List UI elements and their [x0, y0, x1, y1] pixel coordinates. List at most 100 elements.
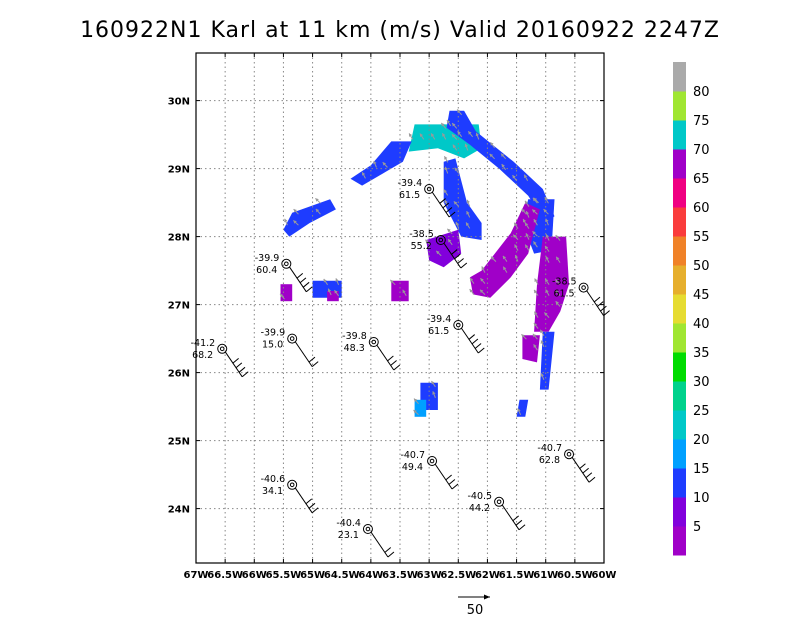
wind-barb [468, 334, 476, 340]
wind-vector-head [556, 256, 560, 261]
wind-field [280, 110, 569, 417]
station-plot: -41.268.2 [191, 338, 249, 378]
wind-speed-region [283, 199, 336, 237]
station-temperature: -40.4 [336, 518, 361, 529]
colorbar-label: 5 [693, 520, 701, 535]
wind-vector-head [501, 163, 505, 168]
station-circle [435, 235, 446, 245]
wind-barb [593, 296, 601, 303]
station-circle [494, 496, 505, 507]
station-circle [287, 333, 298, 344]
wind-speed-region [469, 202, 540, 298]
wind-speed-region [446, 110, 555, 223]
wind-vector-head [517, 408, 521, 412]
axis-ticks: 67W66.5W66W65.5W65W64.5W64W63.5W63W62.5W… [168, 53, 617, 581]
wind-barb [448, 211, 456, 218]
wind-vector-head [323, 278, 327, 283]
wind-vector-head [521, 334, 525, 338]
lon-tick-label: 63.5W [382, 570, 418, 581]
station-speed: 23.1 [338, 530, 359, 541]
colorbar-segment [673, 439, 686, 469]
wind-vector-head [464, 143, 469, 148]
station-center [581, 285, 586, 290]
wind-speed-region [280, 284, 293, 302]
station-speed: 49.4 [402, 462, 423, 473]
wind-barb [585, 472, 593, 479]
map-grid [196, 53, 604, 563]
wind-barb [235, 362, 243, 369]
wind-barb [442, 202, 450, 209]
wind-vector-head [545, 234, 549, 238]
lat-tick-label: 27N [168, 301, 190, 312]
wind-speed-region [327, 291, 339, 302]
station-plot: -39.461.5 [398, 178, 456, 218]
wind-vector-head [543, 209, 547, 213]
wind-barb [450, 249, 458, 255]
wind-barb [306, 286, 313, 293]
station-temperature: -39.4 [427, 314, 452, 325]
colorbar-segment [673, 236, 686, 266]
wind-barb [384, 547, 392, 553]
wind-vector-head [431, 133, 435, 137]
wind-barb [387, 355, 394, 362]
colorbar-segment [673, 120, 686, 150]
wind-vector-head [466, 199, 470, 204]
colorbar-label: 50 [693, 259, 710, 274]
wind-vector-head [524, 174, 528, 179]
station-temperature: -39.9 [255, 253, 280, 264]
wind-barb [393, 364, 401, 371]
wind-barb [474, 343, 482, 349]
station-circle [362, 524, 373, 534]
station-circle [217, 343, 228, 354]
lon-tick-label: 64W [358, 570, 383, 581]
wind-barb [299, 277, 307, 284]
station-plot: -40.544.2 [467, 491, 526, 531]
wind-vector-head [490, 142, 494, 146]
lon-tick-label: 60W [592, 570, 617, 581]
wind-vector-head [545, 245, 549, 250]
wind-vector-head [525, 222, 529, 227]
station-plot: -38.561.5 [552, 277, 610, 316]
station-temperature: -40.6 [261, 474, 286, 485]
wind-vector-head [451, 134, 456, 138]
wind-vector-head [525, 233, 529, 237]
lat-tick-label: 25N [168, 437, 190, 448]
lon-tick-label: 65.5W [266, 570, 302, 581]
wind-vector-head [409, 133, 413, 137]
wind-barb [448, 479, 456, 485]
wind-vector-head [503, 266, 507, 271]
wind-vector-head [555, 235, 559, 239]
colorbar-segment [673, 91, 686, 121]
wind-barb [390, 360, 397, 366]
wind-vector-head [555, 290, 559, 294]
wind-vector-head [489, 153, 494, 158]
wind-vector-head [466, 211, 470, 215]
station-temperature: -38.5 [409, 229, 434, 240]
wind-vector-head [522, 219, 527, 223]
station-circle [287, 479, 298, 490]
colorbar-label: 75 [693, 114, 710, 129]
wind-barb [445, 474, 452, 481]
station-speed: 55.2 [411, 241, 432, 252]
wind-vector-head [402, 289, 406, 294]
station-speed: 61.5 [399, 190, 420, 201]
wind-vector-head [448, 239, 452, 243]
station-temperature: -41.2 [191, 338, 216, 349]
station-temperature: -40.7 [400, 450, 425, 461]
wind-speed-region [522, 335, 540, 363]
wind-barb [302, 281, 310, 288]
wind-vector-head [555, 279, 559, 283]
station-center [289, 482, 295, 488]
wind-vector-head [514, 255, 519, 259]
vector-key: 50 [458, 594, 490, 618]
wind-barb [311, 361, 319, 367]
station-temperature: -40.5 [467, 491, 492, 502]
plot-title: 160922N1 Karl at 11 km (m/s) Valid 20160… [80, 18, 720, 43]
wind-vector-head [444, 166, 449, 171]
station-circle [281, 258, 292, 269]
station-speed: 34.1 [262, 486, 283, 497]
colorbar-segment [673, 178, 686, 208]
station-center [426, 186, 432, 192]
wind-vector-head [293, 209, 297, 213]
